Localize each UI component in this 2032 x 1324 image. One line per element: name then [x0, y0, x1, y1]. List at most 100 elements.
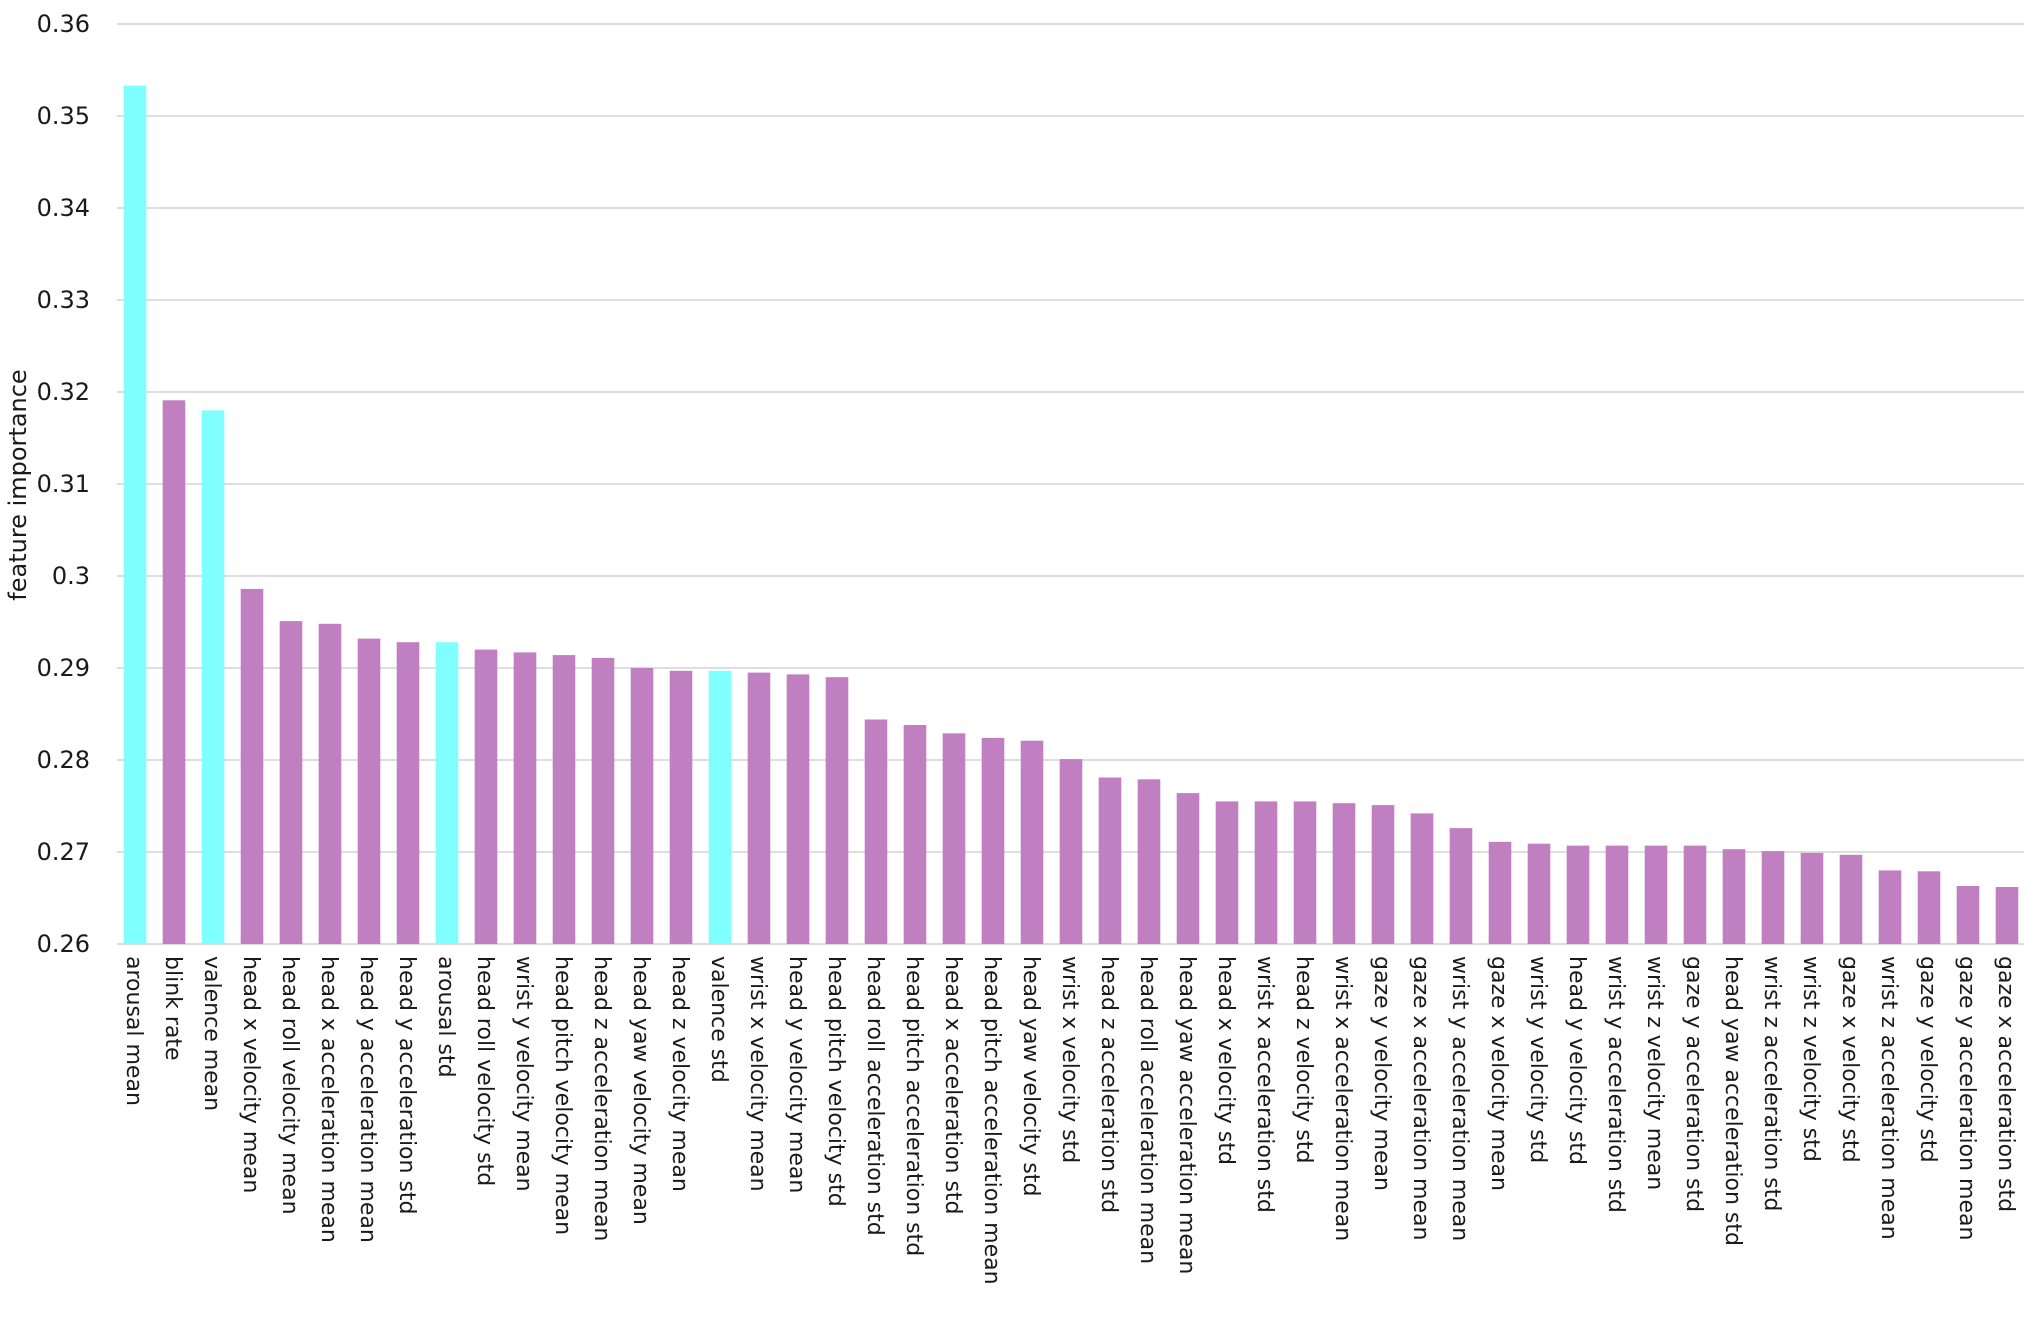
x-tick-label: head roll acceleration std: [862, 956, 887, 1236]
y-tick-label: 0.26: [37, 930, 90, 958]
bar: [1566, 845, 1590, 944]
bar: [1761, 851, 1785, 944]
x-axis-labels: arousal mean blink rate valence mean head x…: [121, 956, 2018, 1285]
x-tick-label: head x acceleration std: [940, 956, 965, 1215]
bar: [318, 623, 342, 944]
y-axis-ticks: 0.26 0.27 0.28 0.29 0.3 0.31 0.32 0.33 0.34 0.35 0…: [37, 10, 90, 958]
y-tick-label: 0.3: [52, 562, 90, 590]
bar: [1332, 803, 1356, 944]
y-tick-label: 0.32: [37, 378, 90, 406]
x-tick-label: wrist y acceleration std: [1603, 956, 1628, 1213]
bar: [1176, 793, 1200, 944]
x-tick-label: head yaw acceleration std: [1720, 956, 1745, 1246]
x-tick-label: head z velocity std: [1291, 956, 1316, 1164]
bar: [1995, 887, 2019, 944]
bar: [435, 642, 459, 944]
bar: [1098, 777, 1122, 944]
x-tick-label: wrist y acceleration mean: [1447, 956, 1472, 1241]
bar: [1137, 779, 1161, 944]
x-tick-label: gaze x velocity std: [1837, 956, 1862, 1163]
x-tick-label: head pitch velocity std: [823, 956, 848, 1207]
gridlines: [117, 23, 2024, 945]
x-tick-label: wrist x velocity mean: [745, 956, 770, 1192]
bar: [1917, 871, 1941, 944]
x-tick-label: gaze y acceleration std: [1681, 956, 1706, 1212]
bar: [1449, 828, 1473, 944]
bar: [1059, 759, 1083, 944]
bar: [1020, 740, 1044, 944]
bar: [474, 649, 498, 944]
x-tick-label: wrist x acceleration std: [1252, 956, 1277, 1213]
x-tick-label: head yaw velocity std: [1018, 956, 1043, 1196]
bar: [942, 733, 966, 944]
x-tick-label: head z acceleration mean: [589, 956, 614, 1241]
bar: [162, 400, 186, 944]
bar: [1644, 845, 1668, 944]
bar: [591, 657, 615, 944]
x-tick-label: wrist z acceleration mean: [1876, 956, 1901, 1240]
bar: [1410, 813, 1434, 944]
x-tick-label: head roll velocity std: [472, 956, 497, 1186]
x-tick-label: wrist y velocity std: [1525, 956, 1550, 1163]
y-tick-label: 0.33: [37, 286, 90, 314]
bar: [1956, 886, 1980, 944]
x-tick-label: wrist y velocity mean: [511, 956, 536, 1192]
x-tick-label: head x acceleration mean: [316, 956, 341, 1243]
bar: [1293, 801, 1317, 944]
bar: [786, 674, 810, 944]
x-tick-label: wrist z velocity mean: [1642, 956, 1667, 1190]
x-tick-label: head yaw acceleration mean: [1174, 956, 1199, 1274]
bar: [1371, 805, 1395, 944]
x-tick-label: gaze y acceleration mean: [1954, 956, 1979, 1240]
bar: [747, 672, 771, 944]
bar: [630, 668, 654, 944]
x-tick-label: head roll velocity mean: [277, 956, 302, 1215]
bar: [201, 410, 225, 944]
bar: [1878, 870, 1902, 944]
x-tick-label: head y acceleration mean: [355, 956, 380, 1243]
y-tick-label: 0.29: [37, 654, 90, 682]
bar: [981, 737, 1005, 944]
x-tick-label: head roll acceleration mean: [1135, 956, 1160, 1264]
y-tick-label: 0.35: [37, 102, 90, 130]
y-tick-label: 0.36: [37, 10, 90, 38]
bar: [864, 719, 888, 944]
bar: [903, 725, 927, 944]
y-tick-label: 0.31: [37, 470, 90, 498]
bar: [1800, 852, 1824, 944]
x-tick-label: valence mean: [199, 956, 224, 1111]
y-tick-label: 0.28: [37, 746, 90, 774]
bar: [396, 642, 420, 944]
x-tick-label: head z velocity mean: [667, 956, 692, 1192]
x-tick-label: head x velocity mean: [238, 956, 263, 1193]
bar: [708, 670, 732, 944]
x-tick-label: head z acceleration std: [1096, 956, 1121, 1213]
x-tick-label: gaze x velocity mean: [1486, 956, 1511, 1191]
x-tick-label: head y velocity std: [1564, 956, 1589, 1165]
x-tick-label: gaze x acceleration mean: [1408, 956, 1433, 1240]
bar: [1527, 843, 1551, 944]
x-tick-label: head pitch acceleration std: [901, 956, 926, 1256]
x-tick-label: head y acceleration std: [394, 956, 419, 1215]
bar: [1488, 841, 1512, 944]
bar: [1215, 801, 1239, 944]
bar: [1839, 854, 1863, 944]
x-tick-label: gaze x acceleration std: [1993, 956, 2018, 1212]
x-tick-label: head x velocity std: [1213, 956, 1238, 1165]
bar: [279, 621, 303, 944]
y-axis-title: feature importance: [4, 369, 32, 600]
x-tick-label: gaze y velocity mean: [1369, 956, 1394, 1191]
bar: [240, 588, 264, 944]
x-tick-label: gaze y velocity std: [1915, 956, 1940, 1163]
x-tick-label: arousal mean: [121, 956, 146, 1106]
bar: [1605, 845, 1629, 944]
x-tick-label: head y velocity mean: [784, 956, 809, 1193]
x-tick-label: valence std: [706, 956, 731, 1083]
x-tick-label: wrist x acceleration mean: [1330, 956, 1355, 1241]
y-tick-label: 0.27: [37, 838, 90, 866]
x-tick-label: head pitch velocity mean: [550, 956, 575, 1235]
bars: [123, 85, 2019, 945]
x-tick-label: head yaw velocity mean: [628, 956, 653, 1225]
